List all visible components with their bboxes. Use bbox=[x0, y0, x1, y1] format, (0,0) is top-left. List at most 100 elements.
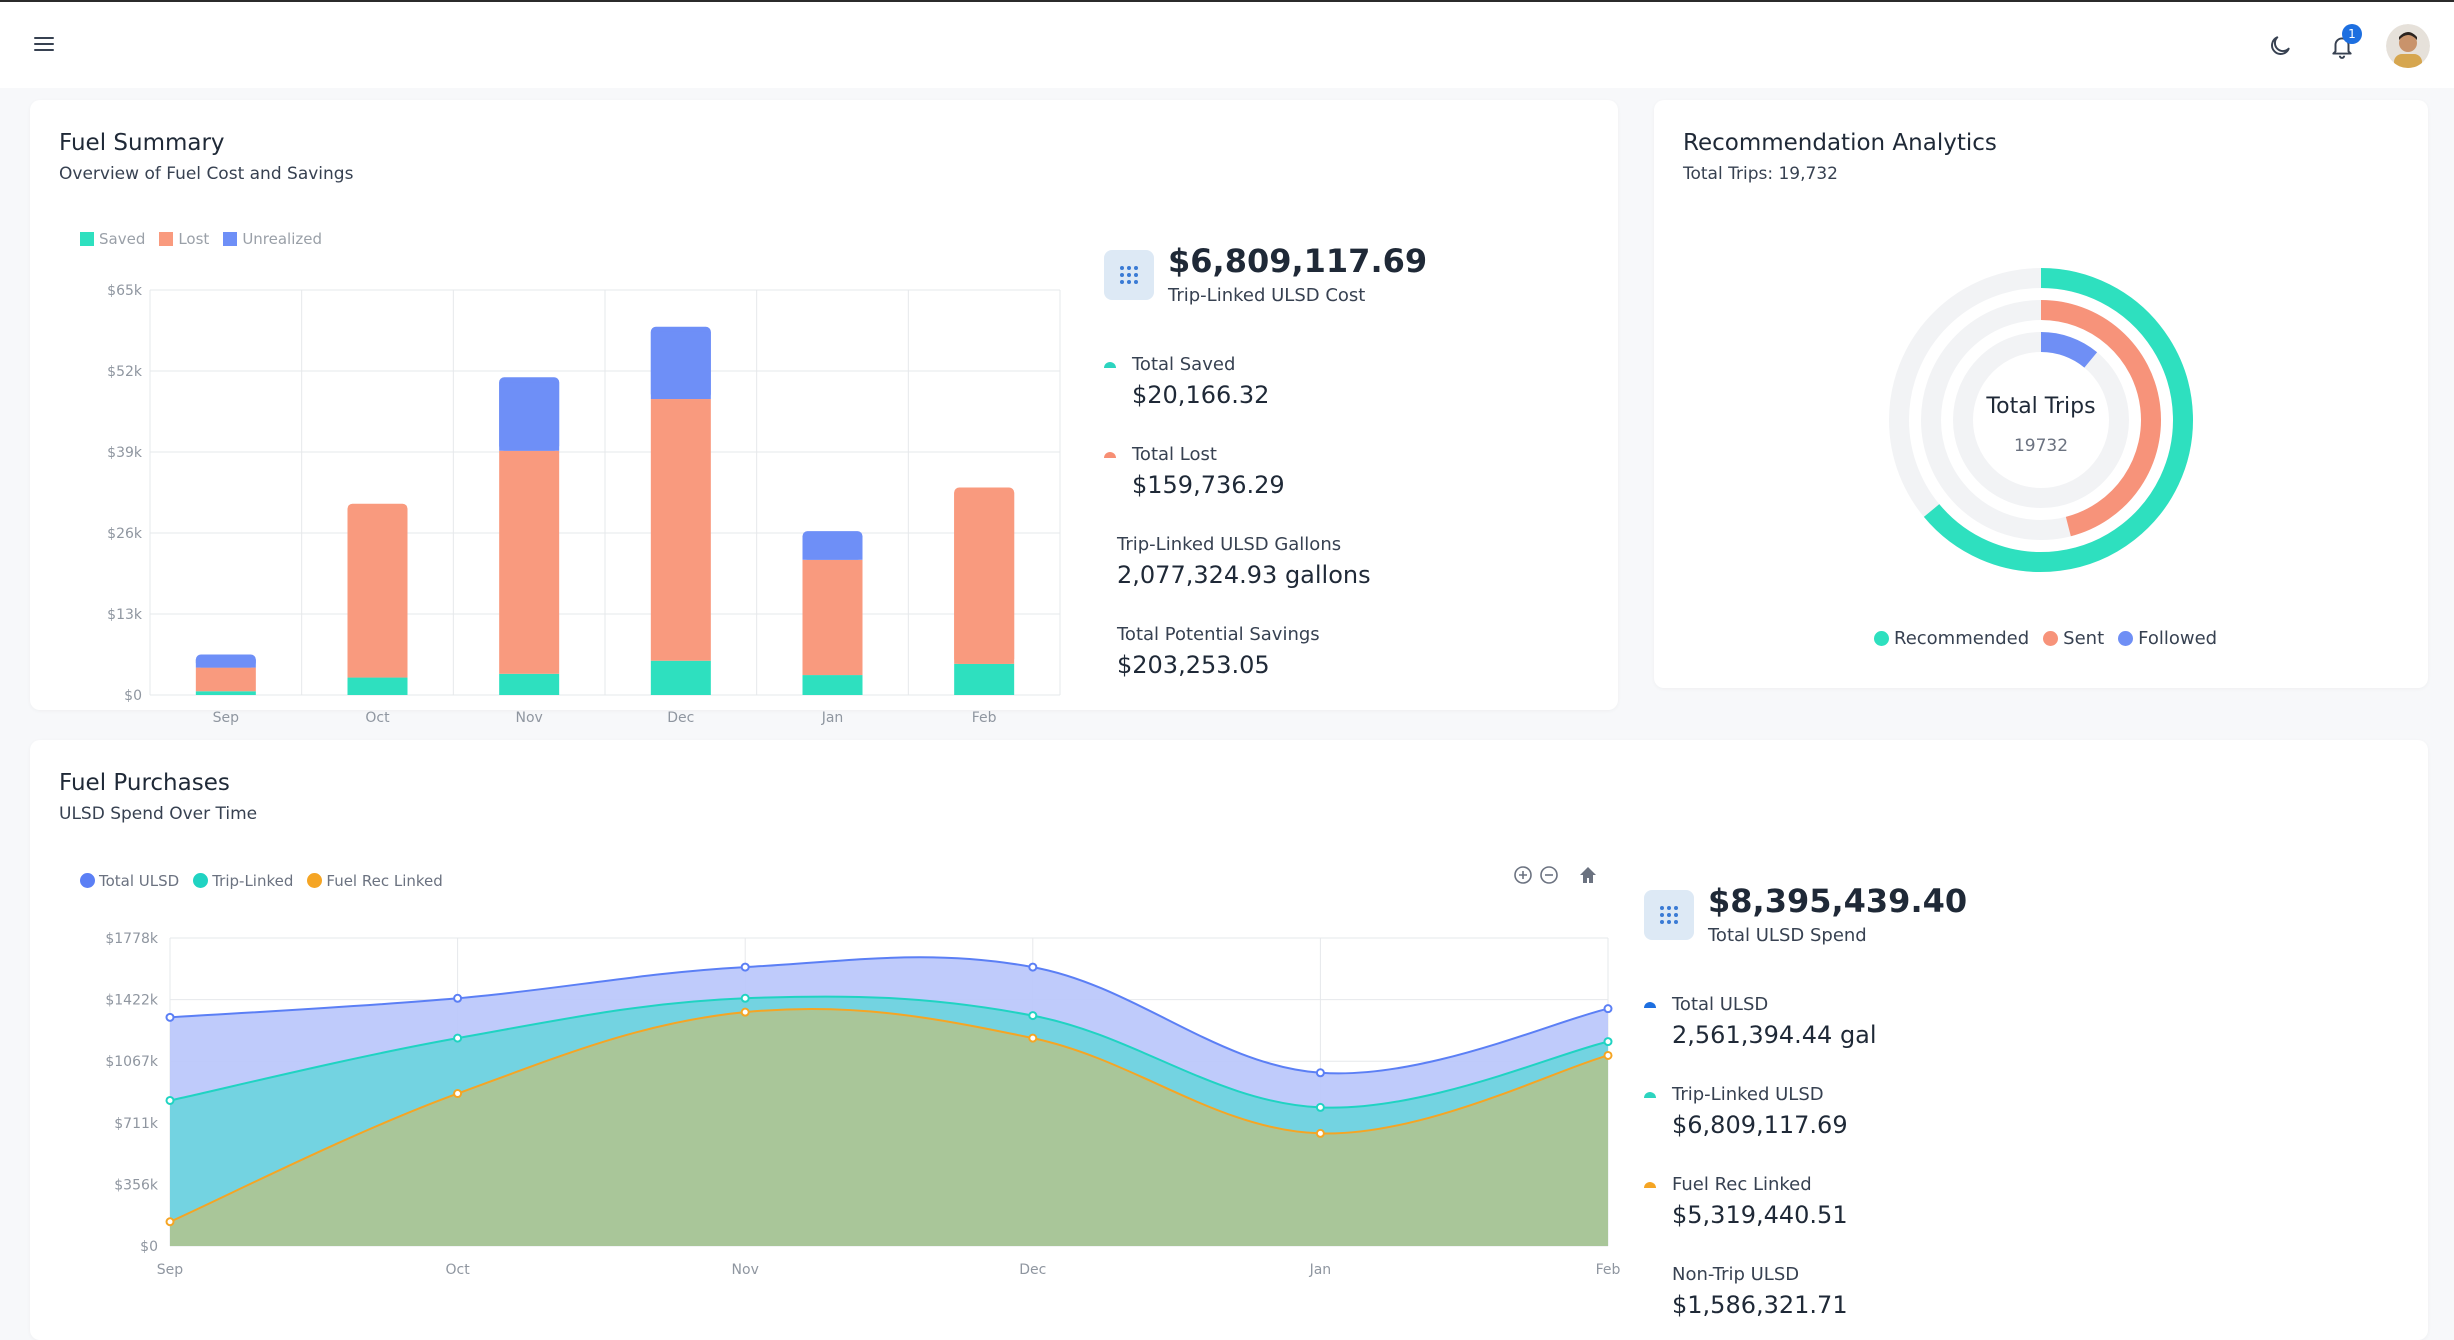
recommendation-analytics-card: Recommendation Analytics Total Trips: 19… bbox=[1654, 100, 2428, 688]
fuel-summary-legend: Saved Lost Unrealized bbox=[80, 230, 322, 248]
dark-mode-toggle-icon[interactable] bbox=[2262, 28, 2298, 64]
fuel-summary-card: Fuel Summary Overview of Fuel Cost and S… bbox=[30, 100, 1618, 726]
bar-segment-lost bbox=[802, 559, 863, 676]
user-avatar[interactable] bbox=[2386, 24, 2430, 68]
x-tick-label: Dec bbox=[1019, 1262, 1046, 1278]
legend-item-saved[interactable]: Saved bbox=[80, 230, 145, 248]
total-lost-label: Total Lost bbox=[1132, 444, 1217, 465]
trip-linked-ulsd-cost-label: Trip-Linked ULSD Cost bbox=[1168, 285, 1366, 306]
y-tick-label: $0 bbox=[140, 1239, 158, 1255]
x-tick-label: Oct bbox=[445, 1262, 470, 1278]
non-trip-ulsd-value: $1,586,321.71 bbox=[1672, 1291, 1848, 1319]
y-tick-label: $39k bbox=[107, 445, 143, 461]
bar-segment-lost bbox=[195, 667, 256, 692]
y-tick-label: $52k bbox=[107, 364, 143, 380]
grid-dots-icon bbox=[1120, 266, 1138, 284]
data-point-marker bbox=[1315, 1102, 1325, 1112]
total-saved-label: Total Saved bbox=[1132, 354, 1236, 375]
x-tick-label: Jan bbox=[1309, 1262, 1332, 1278]
y-tick-label: $13k bbox=[107, 607, 143, 623]
total-lost-value: $159,736.29 bbox=[1132, 471, 1285, 499]
area-line-fuel-rec-linked bbox=[169, 1007, 1609, 1223]
top-bar: 1 bbox=[0, 0, 2454, 88]
data-point-marker bbox=[1603, 1037, 1613, 1047]
bar-segment-lost bbox=[650, 399, 711, 661]
y-tick-label: $26k bbox=[107, 526, 143, 542]
trip-linked-gallons-label: Trip-Linked ULSD Gallons bbox=[1117, 534, 1342, 555]
fuel-rec-linked-label: Fuel Rec Linked bbox=[1672, 1174, 1812, 1195]
zoom-out-icon[interactable] bbox=[1539, 865, 1559, 889]
total-potential-savings-stat: Total Potential Savings $203,253.05 bbox=[1117, 624, 1320, 679]
data-point-marker bbox=[1603, 1050, 1613, 1060]
trip-linked-gallons-value: 2,077,324.93 gallons bbox=[1117, 561, 1371, 589]
y-tick-label: $711k bbox=[114, 1116, 159, 1132]
legend-item-unrealized[interactable]: Unrealized bbox=[223, 230, 322, 248]
donut-center-value: 19732 bbox=[2013, 436, 2069, 456]
data-point-marker bbox=[165, 1095, 175, 1105]
grid-dots-icon bbox=[1660, 906, 1678, 924]
recommendation-radial-chart bbox=[1889, 268, 2193, 572]
trip-linked-ulsd-stat: Trip-Linked ULSD $6,809,117.69 bbox=[1672, 1084, 1848, 1139]
recommendation-legend: Recommended Sent Followed bbox=[1874, 628, 2217, 649]
total-ulsd-spend-value: $8,395,439.40 bbox=[1708, 882, 1968, 920]
x-tick-label: Feb bbox=[972, 710, 997, 726]
fuel-purchases-area-chart: $0 $356k $711k $1067k $1422k $1778k Sep Oct Nov D… bbox=[105, 931, 1621, 1278]
reset-zoom-home-icon[interactable] bbox=[1577, 864, 1599, 890]
legend-item-total-ulsd[interactable]: Total ULSD bbox=[80, 872, 179, 890]
total-saved-indicator bbox=[1104, 362, 1116, 368]
bar-segment-fill bbox=[499, 382, 560, 451]
bar-segment-fill bbox=[347, 508, 408, 678]
legend-item-recommended[interactable]: Recommended bbox=[1874, 628, 2029, 649]
x-tick-label: Oct bbox=[365, 710, 390, 726]
data-point-marker bbox=[740, 1007, 750, 1017]
total-lost-stat: Total Lost $159,736.29 bbox=[1132, 444, 1285, 499]
bar-segment-saved bbox=[802, 675, 863, 695]
x-tick-label: Feb bbox=[1596, 1262, 1621, 1278]
non-trip-ulsd-stat: Non-Trip ULSD $1,586,321.71 bbox=[1672, 1264, 1848, 1319]
fuel-purchases-card: Fuel Purchases ULSD Spend Over Time Tota… bbox=[30, 740, 2428, 1340]
recommendation-analytics-subtitle: Total Trips: 19,732 bbox=[1683, 164, 1838, 184]
legend-item-fuel-rec-linked[interactable]: Fuel Rec Linked bbox=[307, 872, 443, 890]
legend-item-followed[interactable]: Followed bbox=[2118, 628, 2217, 649]
trip-linked-ulsd-label: Trip-Linked ULSD bbox=[1672, 1084, 1824, 1105]
trip-linked-ulsd-cost-value: $6,809,117.69 bbox=[1168, 242, 1428, 280]
fuel-summary-subtitle: Overview of Fuel Cost and Savings bbox=[59, 164, 354, 184]
hamburger-menu-icon[interactable] bbox=[32, 32, 56, 56]
data-point-marker bbox=[453, 1089, 463, 1099]
fuel-summary-bar-chart: $0 $13k $26k $39k $52k $65k Sep Oct Nov Dec Jan Feb bbox=[107, 283, 1061, 726]
total-lost-indicator bbox=[1104, 452, 1116, 458]
non-trip-ulsd-label: Non-Trip ULSD bbox=[1672, 1264, 1800, 1285]
y-tick-label: $356k bbox=[114, 1177, 159, 1193]
legend-item-lost[interactable]: Lost bbox=[159, 230, 209, 248]
fuel-summary-stat-icon-box bbox=[1104, 250, 1154, 300]
fuel-purchases-legend: Total ULSD Trip-Linked Fuel Rec Linked bbox=[80, 872, 443, 890]
total-saved-value: $20,166.32 bbox=[1132, 381, 1270, 409]
area-line-total-ulsd bbox=[169, 956, 1609, 1075]
bar-segment-fill bbox=[954, 492, 1015, 664]
legend-item-trip-linked[interactable]: Trip-Linked bbox=[193, 872, 293, 890]
total-ulsd-label: Total ULSD bbox=[1672, 994, 1769, 1015]
data-point-marker bbox=[1028, 1011, 1038, 1021]
ring-track bbox=[1953, 332, 2129, 508]
y-tick-label: $0 bbox=[124, 688, 142, 704]
x-tick-label: Nov bbox=[732, 1262, 759, 1278]
trip-linked-ulsd-value: $6,809,117.69 bbox=[1672, 1111, 1848, 1139]
data-point-marker bbox=[165, 1217, 175, 1227]
data-point-marker bbox=[165, 1012, 175, 1022]
fuel-purchases-stat-icon-box bbox=[1644, 890, 1694, 940]
recommendation-analytics-title: Recommendation Analytics bbox=[1683, 130, 1997, 156]
zoom-in-icon[interactable] bbox=[1513, 865, 1533, 889]
chart-toolbar bbox=[1513, 864, 1599, 890]
notifications-bell-icon[interactable]: 1 bbox=[2324, 24, 2362, 64]
fuel-rec-linked-stat: Fuel Rec Linked $5,319,440.51 bbox=[1672, 1174, 1848, 1229]
fuel-rec-linked-value: $5,319,440.51 bbox=[1672, 1201, 1848, 1229]
y-tick-label: $65k bbox=[107, 283, 143, 299]
fuel-purchases-title: Fuel Purchases bbox=[59, 770, 230, 796]
legend-item-sent[interactable]: Sent bbox=[2043, 628, 2104, 649]
ring-arc-sent bbox=[2040, 300, 2161, 537]
bar-segment-saved bbox=[499, 673, 560, 695]
x-tick-label: Jan bbox=[821, 710, 844, 726]
bar-segment-saved bbox=[195, 691, 256, 695]
donut-center-title: Total Trips bbox=[1986, 394, 2096, 419]
bar-segment-fill bbox=[195, 659, 256, 668]
